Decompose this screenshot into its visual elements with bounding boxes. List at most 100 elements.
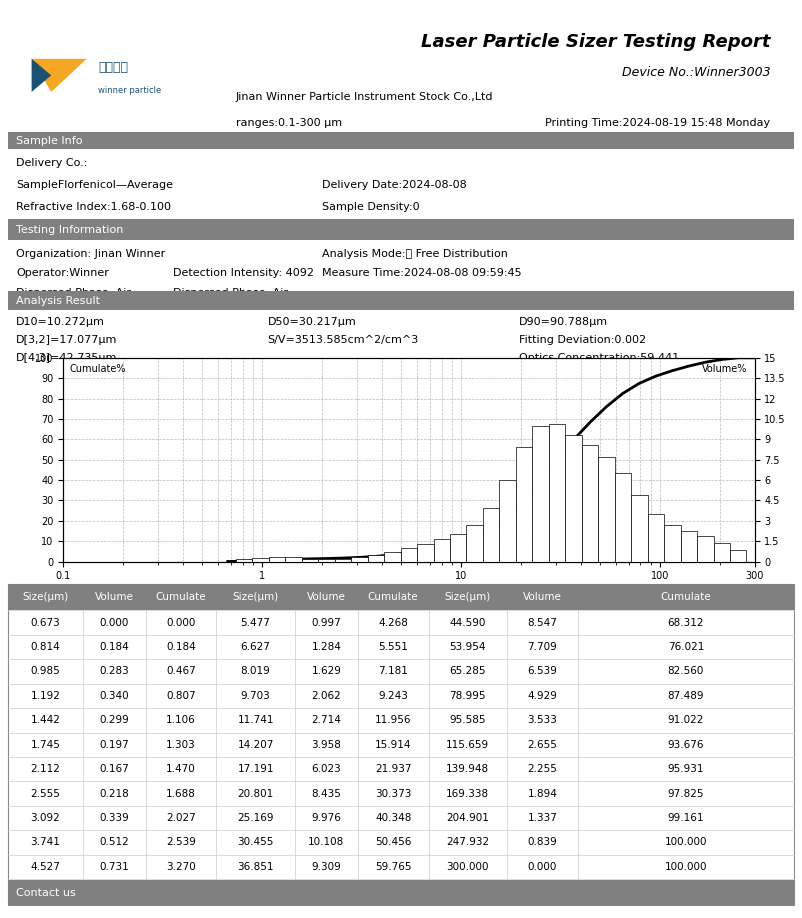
Text: 3.533: 3.533	[528, 715, 557, 725]
Text: 1.106: 1.106	[166, 715, 196, 725]
Bar	[581, 445, 598, 562]
Text: Size(μm): Size(μm)	[444, 592, 491, 602]
Text: 3.092: 3.092	[30, 813, 60, 823]
Text: Refractive Index:1.68-0.100: Refractive Index:1.68-0.100	[16, 202, 171, 212]
Text: 1.303: 1.303	[166, 740, 196, 750]
Polygon shape	[31, 59, 51, 92]
Text: 30.455: 30.455	[237, 837, 273, 847]
Text: 20.801: 20.801	[237, 789, 273, 799]
Bar	[714, 543, 730, 562]
Text: 0.673: 0.673	[30, 618, 60, 628]
Bar	[8, 880, 794, 905]
Text: 0.997: 0.997	[311, 618, 341, 628]
Text: 100.000: 100.000	[665, 862, 707, 872]
Bar	[648, 513, 664, 562]
Bar	[318, 559, 334, 562]
Text: 0.467: 0.467	[166, 666, 196, 677]
Text: 100.000: 100.000	[665, 837, 707, 847]
Text: 1.337: 1.337	[528, 813, 557, 823]
Text: 21.937: 21.937	[375, 764, 411, 774]
Text: 14.207: 14.207	[237, 740, 273, 750]
Text: 1.192: 1.192	[30, 691, 60, 701]
Bar	[8, 219, 794, 241]
Text: Cumulate%: Cumulate%	[70, 364, 127, 374]
Text: 9.703: 9.703	[241, 691, 270, 701]
Text: Volume: Volume	[95, 592, 134, 602]
Text: 0.000: 0.000	[528, 862, 557, 872]
Text: 9.243: 9.243	[379, 691, 408, 701]
Text: 5.551: 5.551	[379, 642, 408, 652]
Bar	[614, 473, 631, 562]
Text: Measure Time:2024-08-08 09:59:45: Measure Time:2024-08-08 09:59:45	[322, 268, 522, 278]
Text: 6.023: 6.023	[311, 764, 341, 774]
Text: 93.676: 93.676	[667, 740, 704, 750]
Text: 3.958: 3.958	[311, 740, 342, 750]
Text: 3.741: 3.741	[30, 837, 60, 847]
Text: 2.714: 2.714	[311, 715, 342, 725]
Bar	[8, 132, 794, 149]
Text: Analysis Mode:： Free Distribution: Analysis Mode:： Free Distribution	[322, 249, 508, 259]
Text: 8.547: 8.547	[528, 618, 557, 628]
Text: 6.627: 6.627	[241, 642, 270, 652]
Text: 59.765: 59.765	[375, 862, 411, 872]
Text: ranges:0.1-300 μm: ranges:0.1-300 μm	[236, 118, 342, 128]
Bar	[367, 554, 384, 562]
Bar	[434, 540, 450, 562]
Text: 30.373: 30.373	[375, 789, 411, 799]
Text: Cumulate: Cumulate	[661, 592, 711, 602]
Text: Size(μm): Size(μm)	[22, 592, 68, 602]
Text: Sample Info: Sample Info	[16, 136, 83, 146]
Text: Testing Information: Testing Information	[16, 225, 124, 235]
Text: 1.442: 1.442	[30, 715, 60, 725]
Text: 4.268: 4.268	[379, 618, 408, 628]
Text: 68.312: 68.312	[667, 618, 704, 628]
Polygon shape	[31, 59, 87, 92]
Bar	[467, 525, 483, 562]
Bar	[384, 552, 401, 562]
Text: 9.976: 9.976	[311, 813, 342, 823]
Text: Size(μm): Size(μm)	[233, 592, 279, 602]
Text: 0.839: 0.839	[528, 837, 557, 847]
Text: 2.112: 2.112	[30, 764, 60, 774]
Bar	[269, 557, 286, 562]
Text: 15.914: 15.914	[375, 740, 411, 750]
Text: Detection Intensity: 4092: Detection Intensity: 4092	[173, 268, 314, 278]
Text: Delivery Co.:: Delivery Co.:	[16, 158, 87, 168]
Text: 0.218: 0.218	[99, 789, 129, 799]
Text: 0.197: 0.197	[99, 740, 129, 750]
Text: 微纳颗粒: 微纳颗粒	[99, 61, 128, 73]
Text: 95.585: 95.585	[450, 715, 486, 725]
Text: D[3,2]=17.077μm: D[3,2]=17.077μm	[16, 335, 117, 345]
Text: 4.929: 4.929	[528, 691, 557, 701]
Text: 0.985: 0.985	[30, 666, 60, 677]
Text: 1.745: 1.745	[30, 740, 60, 750]
Text: Sample Density:0: Sample Density:0	[322, 202, 420, 212]
Text: D50=30.217μm: D50=30.217μm	[267, 318, 356, 328]
Text: 0.814: 0.814	[30, 642, 60, 652]
Text: 76.021: 76.021	[668, 642, 704, 652]
Text: Volume: Volume	[523, 592, 562, 602]
Text: 0.000: 0.000	[166, 618, 196, 628]
Text: 0.184: 0.184	[99, 642, 129, 652]
Text: 1.284: 1.284	[311, 642, 342, 652]
Bar	[631, 495, 648, 562]
Text: 40.348: 40.348	[375, 813, 411, 823]
Text: 4.527: 4.527	[30, 862, 60, 872]
Text: Volume: Volume	[307, 592, 346, 602]
Text: 53.954: 53.954	[450, 642, 486, 652]
Bar	[681, 531, 697, 562]
Text: 5.477: 5.477	[241, 618, 270, 628]
Text: Optics Concentration:59.441: Optics Concentration:59.441	[519, 353, 679, 363]
Text: 6.539: 6.539	[528, 666, 557, 677]
Text: Cumulate: Cumulate	[368, 592, 419, 602]
Text: 82.560: 82.560	[668, 666, 704, 677]
Text: 0.299: 0.299	[99, 715, 129, 725]
Text: 99.161: 99.161	[667, 813, 704, 823]
Text: Operator:Winner: Operator:Winner	[16, 268, 109, 278]
Text: D10=10.272μm: D10=10.272μm	[16, 318, 105, 328]
Bar	[565, 435, 581, 562]
Text: 0.167: 0.167	[99, 764, 129, 774]
Text: 8.019: 8.019	[241, 666, 270, 677]
Bar	[334, 558, 351, 562]
Text: 0.731: 0.731	[99, 862, 129, 872]
